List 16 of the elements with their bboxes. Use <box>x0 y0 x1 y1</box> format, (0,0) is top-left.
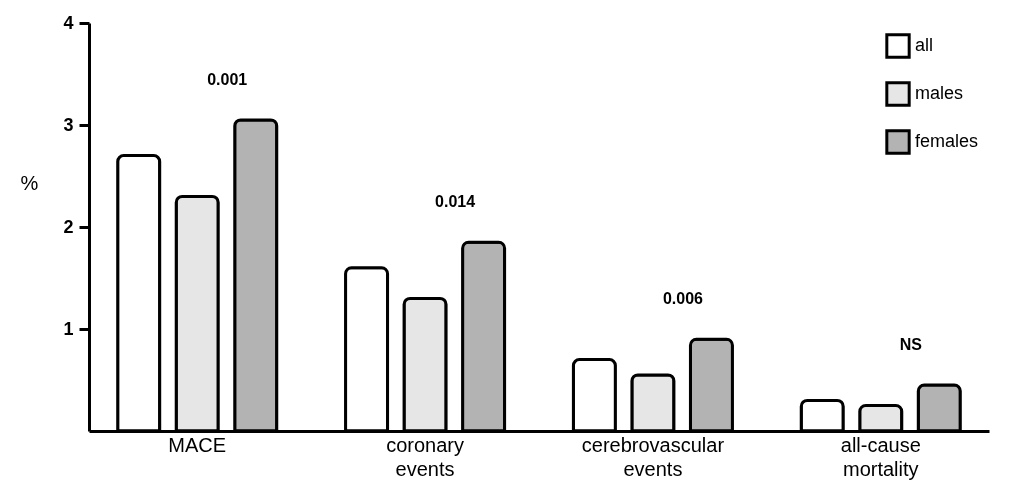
x-tick-label: cerebrovascular events <box>581 433 725 480</box>
annotation: 0.001 <box>207 70 248 88</box>
x-tick-label: coronary events <box>386 433 464 480</box>
annotation: 0.014 <box>435 193 476 211</box>
annotation: NS <box>899 336 923 354</box>
x-tick-label: all-cause mortality <box>840 433 921 480</box>
y-axis-title: % <box>20 171 39 194</box>
annotation: 0.006 <box>662 290 704 308</box>
y-tick-label: 4 <box>63 12 74 33</box>
y-tick-label: 3 <box>63 114 74 135</box>
legend-label: all <box>915 35 934 55</box>
legend-label: males <box>915 83 964 103</box>
legend-label: females <box>915 131 979 151</box>
x-tick-label: MACE <box>168 433 227 456</box>
y-tick-label: 2 <box>63 216 74 237</box>
y-tick-label: 1 <box>63 318 74 339</box>
